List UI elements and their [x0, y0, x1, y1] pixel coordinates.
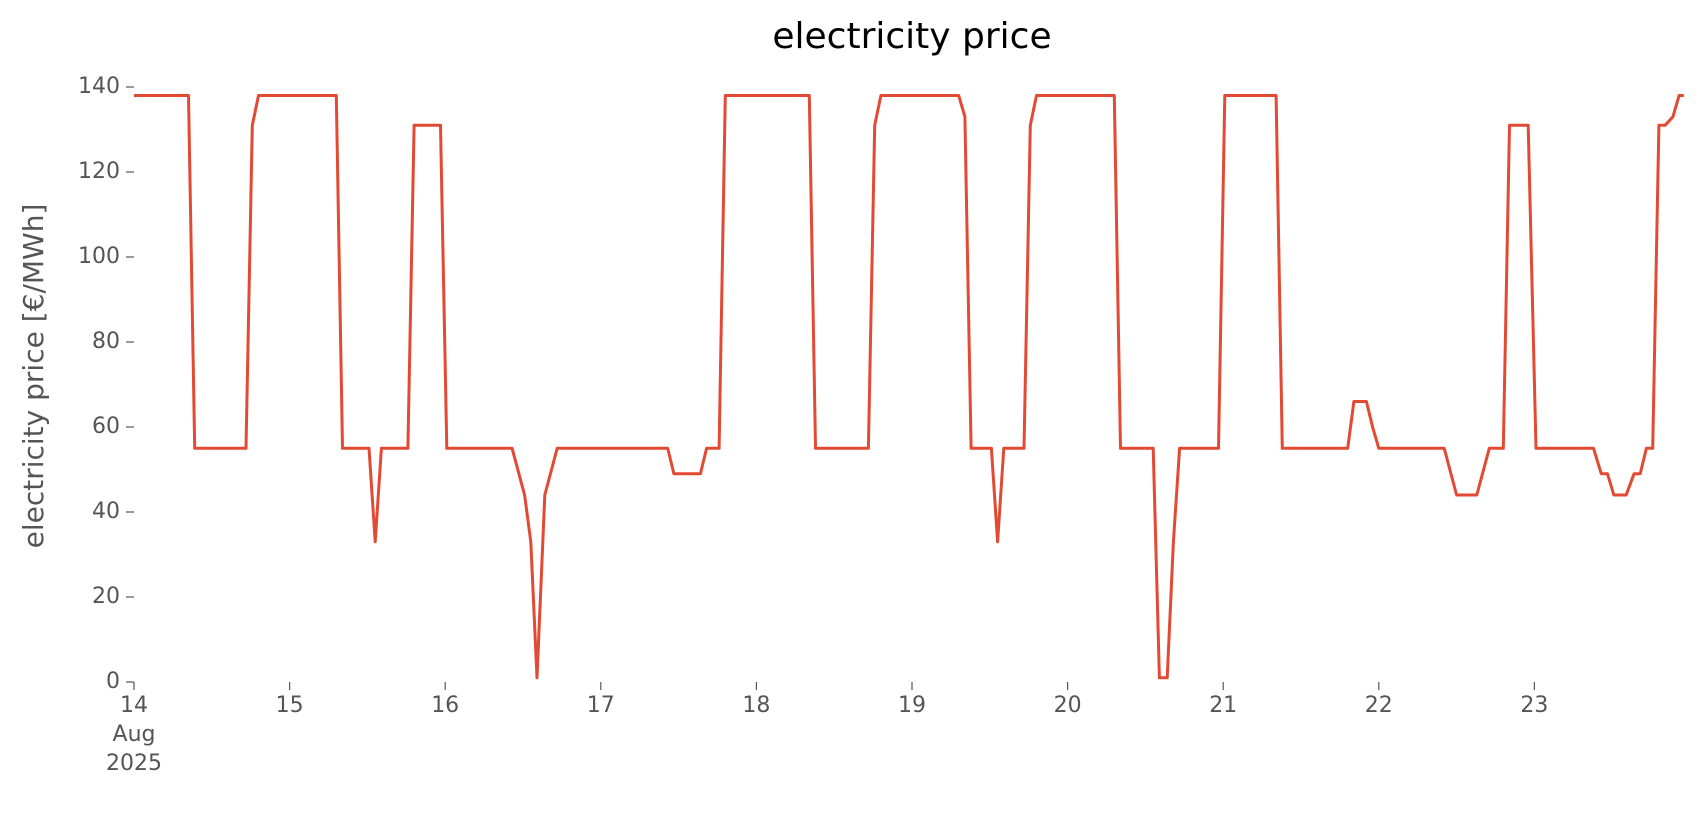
y-axis-label: electricity price [€/MWh] — [17, 204, 50, 549]
y-tick-label: 120 — [78, 159, 120, 184]
price-line — [134, 94, 1684, 680]
x-tick-label: 19 — [898, 693, 926, 718]
x-tick-label: 14 Aug 2025 — [106, 693, 162, 776]
x-tick-label: 18 — [742, 693, 770, 718]
y-tick-label: 20 — [92, 584, 120, 609]
y-tick-label: 40 — [92, 499, 120, 524]
x-tick-label: 23 — [1520, 693, 1548, 718]
y-tick-label: 100 — [78, 244, 120, 269]
y-tick-label: 0 — [106, 669, 120, 694]
x-tick-label: 20 — [1054, 693, 1082, 718]
y-tick-label: 80 — [92, 329, 120, 354]
x-tick-label: 17 — [587, 693, 615, 718]
y-tick-label: 60 — [92, 414, 120, 439]
x-tick-label: 22 — [1365, 693, 1393, 718]
x-tick-label: 16 — [431, 693, 459, 718]
y-tick-label: 140 — [78, 74, 120, 99]
chart-title: electricity price — [772, 16, 1051, 57]
x-tick-label: 21 — [1209, 693, 1237, 718]
x-tick-label: 15 — [276, 693, 304, 718]
